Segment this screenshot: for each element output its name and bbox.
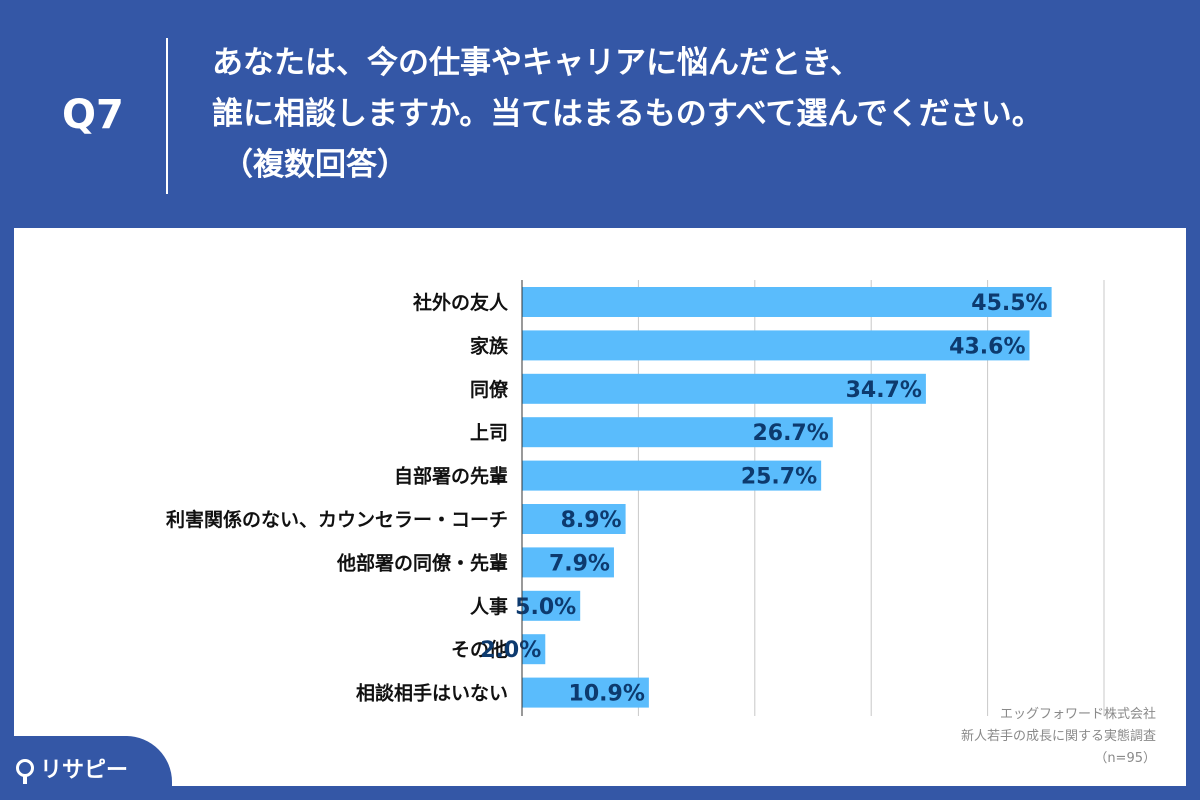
value-label: 8.9% [561,508,622,533]
question-text: あなたは、今の仕事やキャリアに悩んだとき、 誰に相談しますか。当てはまるものすべ… [212,38,1172,191]
category-label: その他 [451,638,508,661]
question-line-1: あなたは、今の仕事やキャリアに悩んだとき、 [212,45,861,81]
source-company: エッグフォワード株式会社 [999,707,1156,722]
bar [522,504,626,534]
brand-logo-text: リサピー [40,758,129,783]
header: Q7 あなたは、今の仕事やキャリアに悩んだとき、 誰に相談しますか。当てはまるも… [0,0,1200,220]
category-label: 自部署の先輩 [394,465,508,488]
bar [522,287,1052,317]
value-label: 43.6% [949,334,1025,359]
category-label: 他部署の同僚・先輩 [336,551,508,574]
chart-panel: 社外の友人 45.5% 家族 43.6% 同僚 34.7% 上司 26.7% 自部署の先輩 25.… [14,228,1186,786]
bar [522,547,614,578]
category-label: 上司 [470,422,508,444]
value-label: 5.0% [515,595,576,620]
bar [522,634,546,665]
bar [522,590,581,621]
source-survey: 新人若手の成長に関する実態調査 [960,729,1156,744]
bar [522,677,649,708]
bar [522,460,822,491]
source-sample: （n=95） [1094,751,1156,766]
question-line-3: （複数回答） [222,147,408,183]
brand-logo: リサピー [16,752,128,784]
bar-chart: 社外の友人 45.5% 家族 43.6% 同僚 34.7% 上司 26.7% 自部署の先輩 25.… [166,280,1105,716]
category-label: 社外の友人 [412,291,509,314]
category-label: 利害関係のない、カウンセラー・コーチ [166,508,508,531]
category-label: 相談相手はいない [356,682,508,705]
category-label: 人事 [470,595,508,618]
value-label: 26.7% [752,421,828,446]
question-line-2: 誰に相談しますか。当てはまるものすべて選んでください。 [212,96,1043,132]
category-label: 家族 [470,334,509,357]
bar [522,330,1030,361]
header-divider [166,38,168,194]
value-label: 7.9% [549,551,610,576]
bar [522,373,926,404]
value-label: 25.7% [741,465,817,490]
bar [522,417,833,448]
source-note: エッグフォワード株式会社 新人若手の成長に関する実態調査 （n=95） [961,704,1156,770]
value-label: 34.7% [846,378,922,403]
value-label: 2.0% [480,638,541,663]
value-label: 10.9% [569,682,645,707]
map-pin-icon [16,759,34,784]
question-number: Q7 [62,92,124,138]
category-label: 同僚 [470,378,509,401]
value-label: 45.5% [971,291,1047,316]
